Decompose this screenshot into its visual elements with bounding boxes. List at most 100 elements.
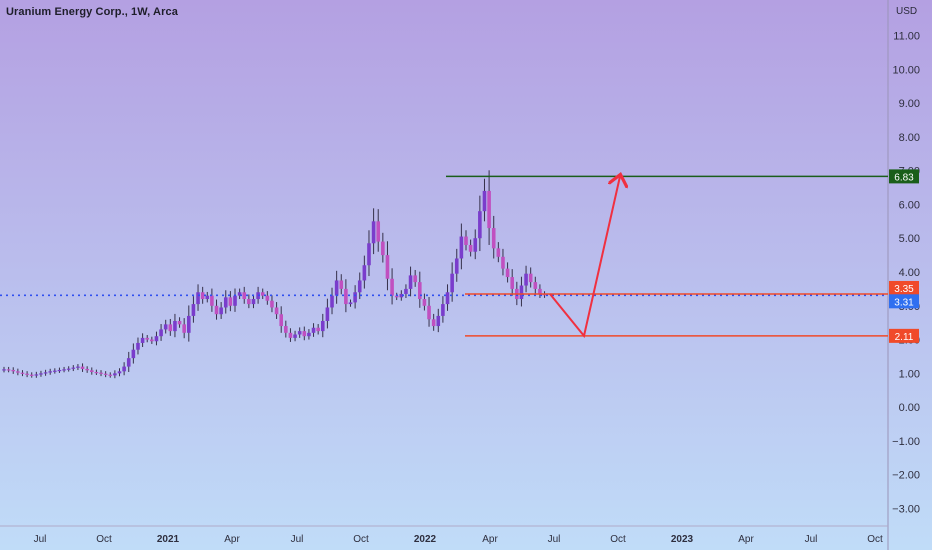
y-tick-label: 1.00	[899, 368, 920, 380]
candle-body	[288, 332, 293, 338]
candle-body	[320, 320, 325, 332]
candle-body	[348, 302, 353, 305]
x-tick-label: Jul	[34, 534, 47, 545]
candle-body	[62, 369, 66, 371]
y-tick-label: 6.00	[899, 199, 920, 211]
candle-body	[85, 368, 89, 371]
candle-body	[491, 228, 496, 249]
y-tick-label: 11.00	[893, 31, 920, 43]
candle-body	[487, 190, 491, 229]
candle-body	[131, 349, 136, 359]
candle-body	[270, 300, 274, 308]
candle-body	[39, 373, 43, 375]
candle-body	[25, 373, 29, 375]
candle-body	[519, 285, 524, 300]
candle-body	[367, 243, 371, 266]
candle-body	[210, 295, 214, 306]
candle-body	[34, 374, 39, 376]
candle-body	[413, 275, 417, 283]
candle-body	[468, 244, 473, 252]
candle-body	[436, 315, 441, 327]
y-tick-label: 0.00	[899, 402, 920, 414]
candle-body	[473, 238, 478, 252]
candle-body	[399, 293, 404, 298]
y-tick-label: −3.00	[892, 503, 920, 515]
y-tick-label: −2.00	[892, 470, 920, 482]
candle-body	[293, 334, 297, 338]
candle-body	[265, 295, 270, 301]
x-tick-label: Apr	[224, 534, 240, 545]
candle-body	[362, 265, 367, 281]
x-tick-label: 2023	[671, 534, 694, 545]
price-tag-label: 3.35	[894, 284, 914, 295]
candle-body	[478, 211, 482, 239]
x-tick-label: Jul	[548, 534, 561, 545]
candle-body	[385, 255, 390, 279]
candle-body	[459, 236, 464, 259]
candle-body	[113, 373, 117, 376]
candle-body	[381, 241, 385, 256]
price-tag-label: 3.31	[894, 297, 914, 308]
candle-body	[344, 288, 348, 305]
y-tick-label: 10.00	[892, 64, 920, 76]
candle-body	[445, 292, 450, 305]
candle-body	[279, 314, 283, 327]
candle-body	[330, 295, 334, 308]
candle-body	[482, 190, 487, 212]
candle-body	[140, 337, 145, 343]
candle-body	[200, 292, 205, 300]
candle-body	[187, 315, 191, 333]
candle-body	[408, 275, 413, 289]
candle-body	[182, 324, 186, 333]
candle-body	[533, 282, 538, 289]
candle-body	[454, 258, 459, 274]
candle-body	[284, 326, 288, 333]
x-tick-label: 2021	[157, 534, 180, 545]
price-tag-label: 2.11	[895, 332, 914, 343]
candle-body	[177, 320, 182, 325]
candle-body	[274, 307, 279, 315]
candle-body	[394, 295, 399, 298]
x-tick-label: Jul	[805, 534, 818, 545]
candle-body	[191, 304, 196, 316]
candle-body	[242, 292, 247, 300]
candle-body	[89, 370, 94, 372]
candle-body	[353, 292, 357, 303]
candle-body	[48, 371, 52, 373]
candle-body	[316, 327, 320, 332]
candle-body	[159, 329, 163, 337]
candle-body	[53, 370, 57, 372]
candle-body	[11, 369, 16, 372]
chart-title: Uranium Energy Corp., 1W, Arca	[6, 6, 178, 18]
candle-body	[57, 369, 62, 372]
candle-body	[196, 292, 200, 305]
candle-body	[524, 273, 528, 286]
candle-body	[237, 292, 242, 296]
candle-body	[260, 292, 265, 296]
candle-body	[357, 280, 362, 293]
candle-body	[247, 299, 251, 305]
price-tag	[889, 169, 919, 184]
candle-body	[94, 372, 99, 374]
price-tag	[889, 294, 919, 309]
candle-body	[145, 337, 150, 340]
candle-body	[334, 280, 339, 296]
candle-body	[99, 372, 103, 374]
candle-body	[496, 248, 501, 257]
candle-body	[233, 295, 237, 306]
y-tick-label: 8.00	[899, 132, 920, 144]
candle-body	[163, 324, 168, 330]
x-tick-label: 2022	[414, 534, 437, 545]
candle-body	[223, 297, 228, 308]
projection-arrow	[549, 176, 620, 339]
price-tag-label: 6.83	[894, 172, 914, 183]
candle-body	[431, 319, 436, 327]
candle-body	[214, 305, 219, 315]
candle-body	[450, 273, 454, 293]
candle-body	[302, 331, 307, 337]
candle-body	[126, 358, 131, 367]
candle-body	[29, 374, 34, 376]
candle-body	[154, 336, 159, 342]
